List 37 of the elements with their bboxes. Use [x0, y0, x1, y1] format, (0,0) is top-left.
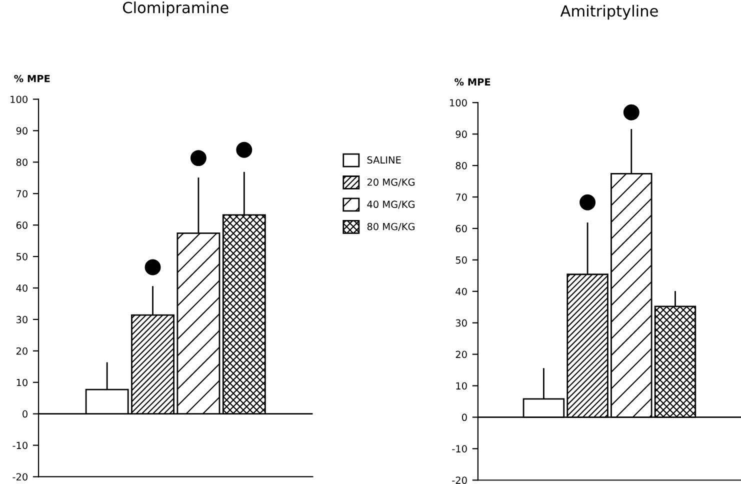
y-tick-label: 90 — [16, 127, 28, 135]
y-tick-label: 20 — [456, 350, 467, 358]
y-tick-label: 30 — [16, 316, 28, 324]
point — [236, 142, 252, 158]
point — [190, 150, 206, 166]
y-tick-label: 60 — [16, 222, 28, 229]
legend-label: 80 MG/KG — [367, 222, 414, 232]
y-tick-label: 50 — [456, 256, 467, 264]
legend-label: SALINE — [367, 156, 401, 164]
y-tick-label: 80 — [16, 158, 28, 166]
chart-title: Amitriptyline — [560, 4, 658, 20]
y-axis-title: % MPE — [454, 78, 490, 86]
y-tick-label: 10 — [456, 382, 467, 390]
point — [144, 259, 161, 276]
y-tick-label: 80 — [456, 162, 467, 170]
y-tick-label: 10 — [16, 378, 28, 386]
y-tick-label: 100 — [450, 99, 467, 106]
y-axis-title: % MPE — [14, 74, 50, 82]
chart-title: Clomipramine — [123, 2, 228, 16]
y-tick-label: 60 — [456, 224, 467, 232]
y-tick-label: 0 — [462, 414, 467, 422]
y-tick-label: 0 — [22, 410, 28, 418]
y-tick-label: 40 — [16, 284, 28, 292]
y-tick-label: -10 — [452, 445, 467, 452]
y-tick-label: 70 — [16, 190, 28, 198]
y-tick-label: 20 — [16, 347, 28, 355]
y-tick-label: -10 — [12, 442, 28, 450]
legend-label: 20 MG/KG — [367, 178, 414, 187]
y-tick-label: 90 — [456, 130, 467, 138]
y-tick-label: -20 — [452, 476, 467, 484]
y-tick-label: -20 — [12, 473, 28, 481]
legend-label: 40 MG/KG — [367, 200, 414, 209]
y-tick-label: 70 — [456, 193, 467, 201]
y-tick-label: 50 — [16, 253, 28, 260]
y-tick-label: 30 — [456, 319, 467, 327]
y-tick-label: 100 — [10, 96, 28, 104]
y-tick-label: 40 — [456, 288, 467, 296]
